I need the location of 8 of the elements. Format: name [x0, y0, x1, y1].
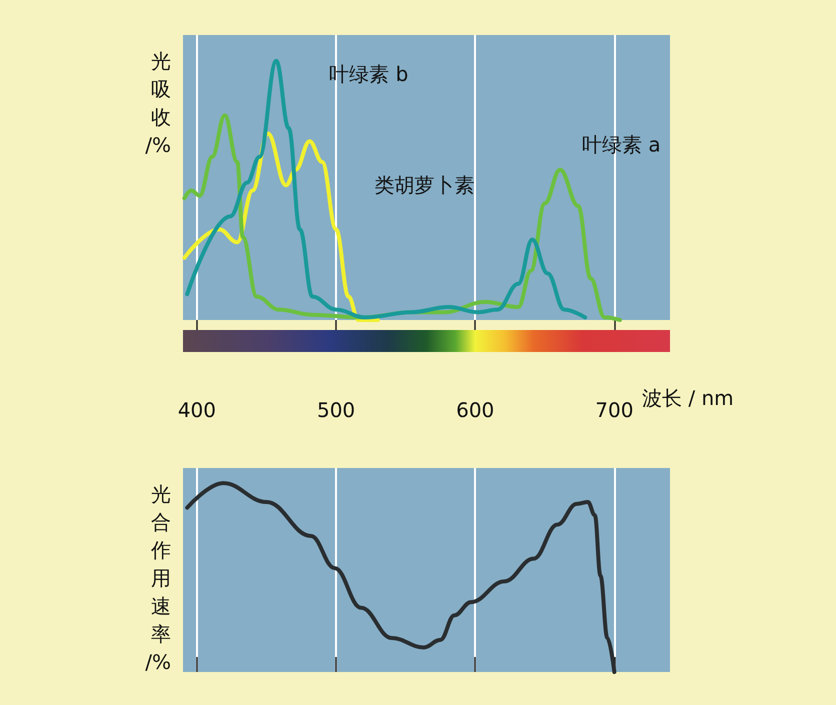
- text: 类胡萝卜素: [374, 173, 475, 198]
- y-axis-title: 光合作用速率/%: [145, 482, 171, 674]
- x-axis-title: 波长 / nm: [642, 386, 734, 410]
- x-tick-label: 500: [316, 398, 356, 422]
- x-tick-label: 400: [178, 398, 216, 422]
- x-tick-label: 600: [456, 398, 494, 422]
- y-axis-title: 光吸收/%: [145, 49, 171, 157]
- x-tick-label: 700: [595, 398, 634, 422]
